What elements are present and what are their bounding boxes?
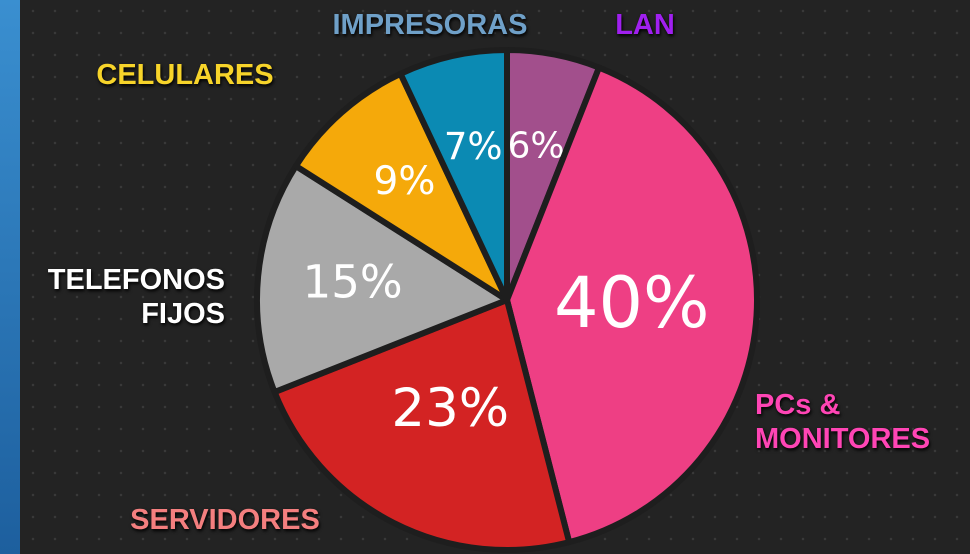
- edge-strip: [0, 0, 20, 554]
- category-label: SERVIDORES: [130, 504, 320, 536]
- value-label: 9%: [374, 159, 436, 204]
- pie-slice: [292, 70, 510, 303]
- pie-slice: [254, 163, 510, 396]
- value-label: 40%: [554, 262, 710, 344]
- category-label: CELULARES: [96, 59, 274, 91]
- pie-slice: [504, 64, 760, 546]
- category-label: TELEFONOS FIJOS: [47, 264, 225, 330]
- value-label: 6%: [507, 126, 564, 167]
- category-label: PCs & MONITORES: [755, 389, 931, 455]
- pie-slice: [271, 297, 573, 553]
- category-label: LAN: [615, 9, 675, 41]
- category-label: IMPRESORAS: [332, 9, 528, 41]
- pie-slice: [397, 47, 510, 303]
- value-label: 15%: [303, 255, 403, 308]
- value-label: 23%: [391, 378, 509, 439]
- value-label: 7%: [444, 125, 503, 168]
